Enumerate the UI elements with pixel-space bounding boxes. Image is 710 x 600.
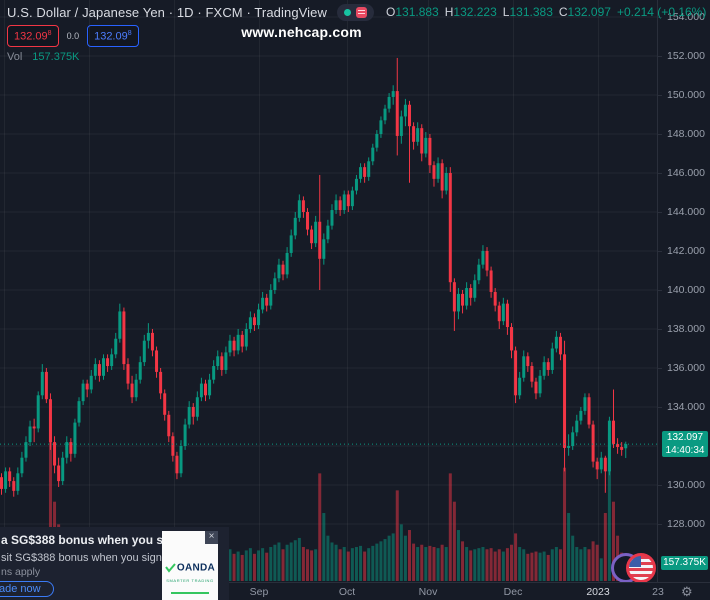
price-axis-label: 138.000 xyxy=(667,323,705,335)
indicator-toggle-pill[interactable] xyxy=(337,3,374,21)
red-lines-icon xyxy=(356,6,367,18)
price-axis-label: 148.000 xyxy=(667,128,705,140)
oanda-underline xyxy=(171,592,209,594)
current-price: 132.097 xyxy=(666,432,704,444)
price-axis-tick xyxy=(658,251,662,252)
chart-header: U.S. Dollar / Japanese Yen · 1D · FXCM ·… xyxy=(7,3,706,63)
oanda-tagline: SMARTER TRADING xyxy=(166,578,214,583)
close-label: C xyxy=(558,5,568,19)
time-axis-label: Oct xyxy=(338,586,356,598)
ad-close-icon[interactable]: × xyxy=(205,531,218,544)
current-volume-badge: 157.375K xyxy=(661,556,708,571)
ohlc-readout: O131.883 H132.223 L131.383 C132.097 +0.2… xyxy=(386,5,706,19)
open-value: 131.883 xyxy=(395,5,439,19)
open-label: O xyxy=(386,5,396,19)
price-axis-tick xyxy=(658,485,662,486)
price-axis-tick xyxy=(658,329,662,330)
price-axis-tick xyxy=(658,56,662,57)
price-axis-tick xyxy=(658,407,662,408)
price-axis-label: 130.000 xyxy=(667,479,705,491)
trade-now-button[interactable]: ade now xyxy=(0,581,54,597)
low-value: 131.383 xyxy=(509,5,553,19)
price-axis-label: 142.000 xyxy=(667,245,705,257)
ad-terms: ns apply xyxy=(1,566,41,578)
high-value: 132.223 xyxy=(453,5,497,19)
sell-button[interactable]: 132.098 xyxy=(7,25,59,47)
price-axis-label: 154.000 xyxy=(667,11,705,23)
ad-headline: a SG$388 bonus when you sign up. xyxy=(1,533,203,547)
price-axis-label: 140.000 xyxy=(667,284,705,296)
oanda-logo: OANDA SMARTER TRADING xyxy=(162,559,218,583)
usd-flag-icon xyxy=(626,553,656,583)
low-label: L xyxy=(502,5,510,19)
ad-banner: a SG$388 bonus when you sign up. sit SG$… xyxy=(0,527,229,600)
symbol-title: U.S. Dollar / Japanese Yen · 1D · FXCM ·… xyxy=(7,4,327,20)
price-axis-label: 144.000 xyxy=(667,206,705,218)
price-axis-tick xyxy=(658,17,662,18)
price-axis-label: 152.000 xyxy=(667,50,705,62)
volume-label: Vol xyxy=(7,51,23,63)
site-watermark: www.nehcap.com xyxy=(241,24,362,40)
price-axis-label: 134.000 xyxy=(667,401,705,413)
price-axis-label: 128.000 xyxy=(667,518,705,530)
price-axis-tick xyxy=(658,173,662,174)
high-label: H xyxy=(444,5,454,19)
green-dot-icon xyxy=(344,8,351,16)
time-axis-label: Nov xyxy=(418,586,438,598)
price-axis-tick xyxy=(658,368,662,369)
price-axis-tick xyxy=(658,212,662,213)
price-axis-label: 136.000 xyxy=(667,362,705,374)
spread-value: 0.0 xyxy=(66,31,80,41)
bar-countdown: 14:40:34 xyxy=(665,445,705,457)
time-axis-label: Sep xyxy=(249,586,269,598)
ad-subline: sit SG$388 bonus when you sign up. xyxy=(1,552,181,564)
gear-icon[interactable]: ⚙ xyxy=(681,584,693,599)
price-axis-tick xyxy=(658,134,662,135)
close-value: 132.097 xyxy=(567,5,611,19)
candlestick-chart[interactable] xyxy=(0,0,657,582)
price-axis-tick xyxy=(658,524,662,525)
change-value: +0.214 (+0.16%) xyxy=(616,5,707,19)
price-axis-label: 150.000 xyxy=(667,89,705,101)
time-axis-label: 23 xyxy=(652,586,664,598)
time-axis-label: Dec xyxy=(503,586,523,598)
current-price-badge: 132.097 14:40:34 xyxy=(662,431,708,458)
advertiser-logo-box[interactable]: × OANDA SMARTER TRADING xyxy=(162,531,218,600)
currency-pair-flags-icon xyxy=(611,550,659,583)
price-axis-label: 146.000 xyxy=(667,167,705,179)
time-axis-label: 2023 xyxy=(586,586,610,598)
price-axis[interactable]: 132.097 14:40:34 157.375K 154.000 152.000… xyxy=(657,0,710,582)
price-axis-tick xyxy=(658,95,662,96)
price-axis-tick xyxy=(658,290,662,291)
volume-value: 157.375K xyxy=(32,51,80,63)
buy-button[interactable]: 132.098 xyxy=(87,25,139,47)
oanda-check-icon xyxy=(165,563,176,573)
